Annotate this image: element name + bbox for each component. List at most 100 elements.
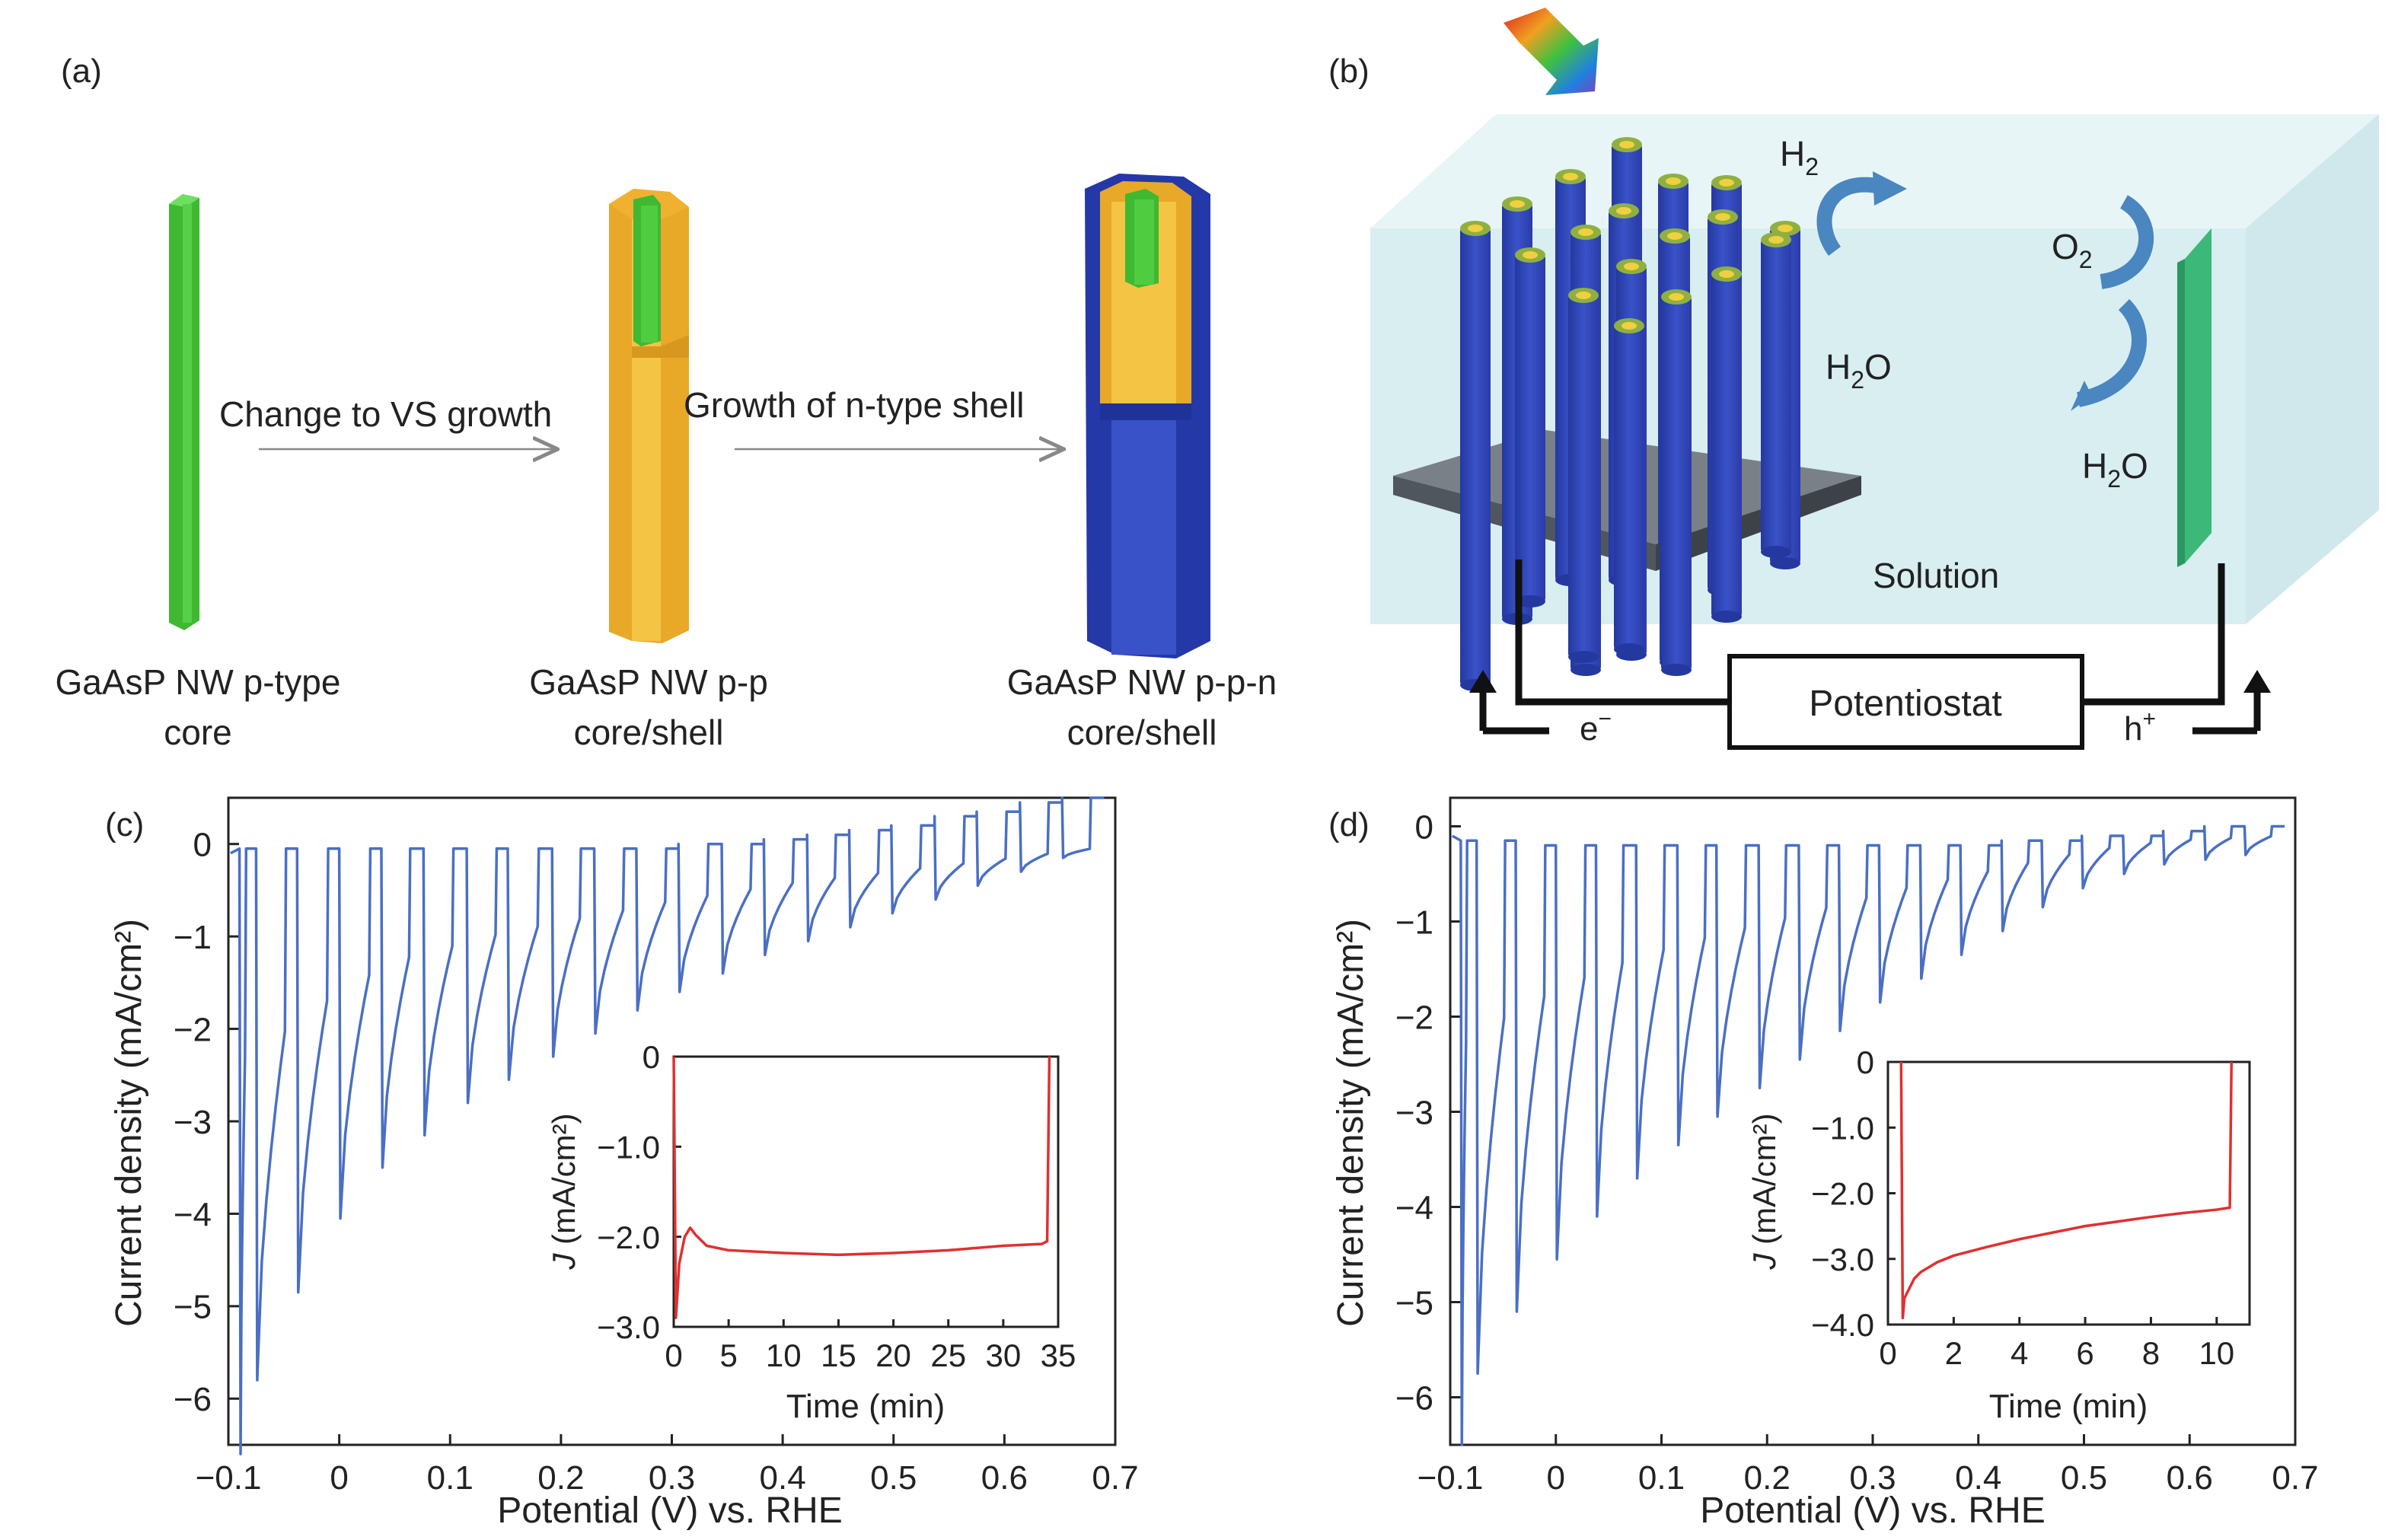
y-tick-label: −3: [1395, 1094, 1433, 1131]
nanowire-rod: [1460, 221, 1491, 691]
light-icon: [1504, 8, 1599, 95]
panel-a: (a) Change to VS growth Growth of n-type…: [56, 53, 1277, 752]
nanowire-pp-core-shell-illustration: [609, 189, 689, 643]
y-tick-label: 0: [1857, 1044, 1874, 1080]
wire1-caption-line2: core: [164, 713, 231, 752]
hole-flow-arrow-icon: [2243, 670, 2271, 693]
inset-c-axes: 0 5 10 15 20 25 30 35 0 −1.0 −2.0 −3.0: [597, 1039, 1076, 1373]
x-tick-label: 0: [1879, 1335, 1896, 1371]
wire3-caption-line2: core/shell: [1067, 713, 1217, 752]
y-tick-label: −2: [174, 1011, 212, 1048]
y-tick-label: −3: [174, 1104, 212, 1141]
potentiostat-box: [1727, 654, 2084, 750]
x-tick-label: 0.3: [649, 1459, 695, 1497]
x-tick-label: 0.4: [1955, 1459, 2001, 1497]
nanowire-rod: [1515, 247, 1545, 607]
y-tick-label: −2: [1395, 999, 1433, 1036]
inset-d-axes: 0 2 4 6 8 10 0 −1.0 −2.0 −3.0 −4.0: [1811, 1044, 2234, 1371]
x-tick-label: −0.1: [196, 1459, 262, 1497]
panel-d: (d) −0.1 0 0.1 0.2 0.3 0.4 0.5 0.6 0.70−1−2−3−4−…: [1328, 796, 2319, 1531]
electron-flow-arrow-icon: [1469, 670, 1497, 693]
h2-reaction-arrow: [1816, 177, 1883, 256]
x-tick-label: 0.2: [1744, 1459, 1791, 1497]
x-tick-label: 0.3: [1849, 1459, 1896, 1497]
y-tick-label: −1.0: [1811, 1110, 1874, 1146]
nanowire-rod: [1761, 232, 1791, 558]
y-tick-label: −4: [1395, 1189, 1433, 1226]
x-tick-label: 2: [1945, 1335, 1963, 1371]
chart-c-ylabel: Current density (mA/cm²): [109, 919, 149, 1327]
chart-c-series-line: [230, 796, 1105, 1456]
external-circuit: [1479, 560, 2261, 735]
panel-c: (c) −0.1 0 0.1 0.2 0.3 0.4 0.5 0.6 0.70−1−2−3−4−…: [105, 796, 1139, 1531]
wire1-caption-line1: GaAsP NW p-type: [56, 662, 341, 702]
x-tick-label: 8: [2142, 1335, 2160, 1371]
wire3-caption-line1: GaAsP NW p-p-n: [1007, 662, 1277, 702]
x-tick-label: 35: [1041, 1338, 1076, 1373]
x-tick-label: 15: [821, 1338, 856, 1373]
electron-label: e−: [1580, 706, 1612, 748]
x-tick-label: 0.6: [981, 1459, 1028, 1497]
wire2-caption-line2: core/shell: [574, 713, 724, 752]
y-tick-label: −5: [174, 1289, 212, 1326]
y-tick-label: −1: [1395, 904, 1433, 941]
y-tick-label: −3.0: [1811, 1242, 1874, 1277]
arrow-n-shell-growth-label: Growth of n-type shell: [684, 385, 1024, 425]
x-tick-label: 0: [665, 1338, 682, 1373]
x-tick-label: 0.6: [2167, 1459, 2213, 1497]
h2o-left-label: H2O: [1826, 347, 1892, 394]
x-tick-label: 0.1: [427, 1459, 474, 1497]
chart-c-xlabel: Potential (V) vs. RHE: [497, 1491, 842, 1531]
o2-label: O2: [2052, 227, 2093, 273]
o2-arrow-body: [2076, 298, 2147, 407]
x-tick-label: 20: [875, 1338, 911, 1373]
y-tick-label: −6: [1395, 1379, 1433, 1417]
x-tick-label: 0.5: [870, 1459, 917, 1497]
chart-d-ylabel: Current density (mA/cm²): [1331, 919, 1371, 1327]
inset-d-frame: [1886, 1060, 2251, 1326]
x-tick-label: 0.4: [760, 1459, 806, 1497]
x-tick-label: 30: [985, 1338, 1021, 1373]
y-tick-label: −6: [174, 1381, 212, 1418]
nanowire-ppn-core-shell-illustration: [1085, 174, 1210, 658]
panel-c-label: (c): [105, 806, 144, 843]
y-tick-label: −1.0: [597, 1129, 660, 1165]
x-tick-label: 0.1: [1638, 1459, 1685, 1497]
chart-d-axes: −0.1 0 0.1 0.2 0.3 0.4 0.5 0.6 0.7 0 −1 −2 −3 −4 −5 −6: [1395, 808, 2319, 1497]
chart-d-series-line: [1451, 824, 2285, 1446]
chart-d-xlabel: Potential (V) vs. RHE: [1700, 1491, 2045, 1531]
x-tick-label: −0.1: [1417, 1459, 1484, 1497]
x-tick-label: 0.5: [2061, 1459, 2107, 1497]
inset-d-ylabel: J (mA/cm²): [1746, 1113, 1782, 1270]
x-tick-label: 4: [2011, 1335, 2028, 1371]
x-tick-label: 25: [930, 1338, 966, 1373]
nanowire-rod: [1568, 288, 1599, 663]
x-tick-label: 5: [719, 1338, 737, 1373]
arrow-vs-growth-label: Change to VS growth: [219, 394, 552, 434]
inset-c-series-line: [672, 1056, 1051, 1319]
panel-b-label: (b): [1328, 53, 1370, 90]
h2-label: H2: [1780, 134, 1819, 180]
h2-arrow-head: [1873, 171, 1907, 206]
hole-label: h+: [2124, 706, 2156, 748]
nanowire-p-core-illustration: [169, 194, 199, 630]
y-tick-label: 0: [643, 1039, 660, 1075]
nanowire-rod: [1711, 266, 1742, 623]
y-tick-label: −5: [1395, 1284, 1433, 1322]
y-tick-label: −1: [174, 919, 212, 956]
potentiostat-label: Potentiostat: [1809, 684, 2002, 724]
chart-c-axes: −0.1 0 0.1 0.2 0.3 0.4 0.5 0.6 0.7 0 −1 −2 −3 −4 −5 −6: [174, 827, 1139, 1497]
h2o-right-label: H2O: [2082, 446, 2148, 493]
y-tick-label: −2.0: [597, 1220, 660, 1255]
y-tick-label: 0: [1415, 808, 1433, 846]
inset-c-ylabel: J (mA/cm²): [546, 1113, 582, 1270]
y-tick-label: −4: [174, 1196, 212, 1233]
panel-a-label: (a): [61, 53, 102, 90]
x-tick-label: 10: [2199, 1335, 2234, 1371]
x-tick-label: 0.2: [537, 1459, 584, 1497]
o2-reaction-arrow: [2100, 195, 2154, 289]
y-tick-label: −3.0: [597, 1309, 660, 1345]
inset-d-series-line: [1899, 1061, 2233, 1320]
y-tick-label: −4.0: [1811, 1307, 1874, 1343]
